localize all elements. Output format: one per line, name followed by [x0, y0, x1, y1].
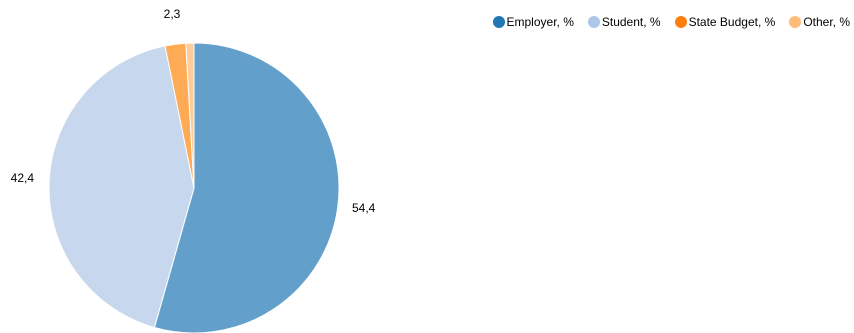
legend-label-student: Student, % [601, 15, 661, 29]
legend-item-student[interactable]: Student, % [587, 15, 661, 29]
pie-data-labels: 54,4 42,4 2,3 [11, 7, 376, 215]
pie-slice-student[interactable] [48, 45, 195, 329]
legend: Employer, % Student, % State Budget, % O… [492, 15, 850, 29]
legend-label-employer: Employer, % [506, 15, 574, 29]
legend-label-other: Other, % [803, 15, 850, 29]
data-label-employer: 54,4 [352, 201, 376, 215]
data-label-student: 42,4 [11, 171, 35, 185]
legend-item-employer[interactable]: Employer, % [492, 15, 574, 29]
legend-swatch-state-budget [674, 16, 687, 28]
legend-swatch-student [587, 16, 600, 28]
pie-slice-employer[interactable] [153, 42, 340, 333]
pie-slices [48, 42, 340, 333]
data-label-state-budget: 2,3 [164, 7, 181, 21]
legend-swatch-other [789, 16, 802, 28]
legend-swatch-employer [492, 16, 505, 28]
pie-slice-other[interactable] [185, 42, 195, 189]
legend-label-state-budget: State Budget, % [688, 15, 776, 29]
legend-item-state-budget[interactable]: State Budget, % [674, 15, 776, 29]
legend-item-other[interactable]: Other, % [789, 15, 850, 29]
